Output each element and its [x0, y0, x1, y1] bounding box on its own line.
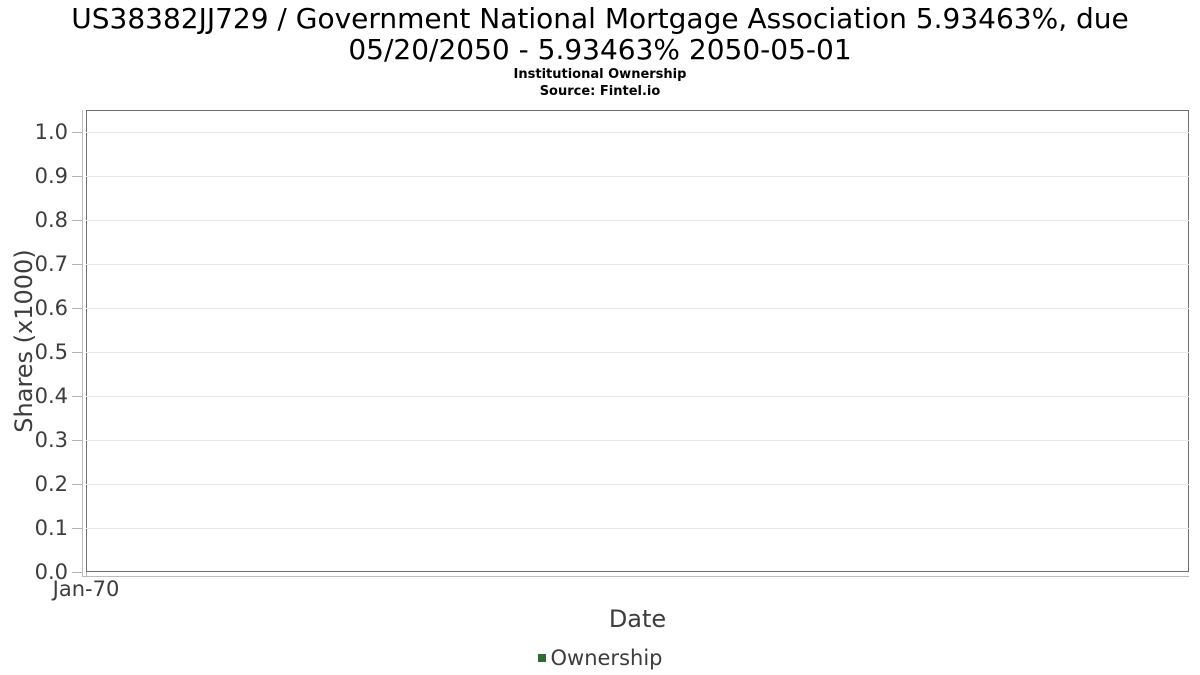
chart-title-line1: US38382JJ729 / Government National Mortg…	[71, 2, 1129, 35]
gridline	[86, 440, 1189, 441]
gridline	[86, 308, 1189, 309]
y-tick-mark	[72, 220, 82, 221]
y-tick-label: 0.0	[34, 560, 68, 584]
chart-title-line2: 05/20/2050 - 5.93463% 2050-05-01	[348, 33, 852, 66]
y-tick-label: 1.0	[34, 120, 68, 144]
x-tick-label: Jan-70	[52, 577, 120, 601]
legend[interactable]: Ownership	[0, 646, 1200, 670]
y-tick-label: 0.3	[34, 428, 68, 452]
y-axis-line	[82, 110, 83, 577]
gridline	[86, 352, 1189, 353]
legend-swatch-ownership	[537, 654, 546, 662]
chart-source: Source: Fintel.io	[539, 84, 661, 99]
gridline	[86, 484, 1189, 485]
y-tick-mark	[72, 440, 82, 441]
y-tick-label: 0.8	[34, 208, 68, 232]
y-tick-mark	[72, 352, 82, 353]
y-tick-mark	[72, 308, 82, 309]
y-tick-mark	[72, 528, 82, 529]
gridline	[86, 220, 1189, 221]
y-tick-label: 0.7	[34, 252, 68, 276]
y-tick-label: 0.2	[34, 472, 68, 496]
y-tick-mark	[72, 132, 82, 133]
plot-border	[86, 110, 1189, 572]
x-tick-mark	[86, 572, 87, 577]
y-tick-label: 0.6	[34, 296, 68, 320]
gridline	[86, 528, 1189, 529]
y-tick-mark	[72, 572, 82, 573]
chart-subtitle: Institutional Ownership	[513, 67, 687, 82]
x-axis-line	[82, 576, 1189, 577]
y-tick-label: 0.4	[34, 384, 68, 408]
gridline	[86, 396, 1189, 397]
gridline	[86, 176, 1189, 177]
legend-label-ownership: Ownership	[550, 646, 663, 670]
plot-area	[86, 110, 1189, 572]
y-tick-mark	[72, 176, 82, 177]
chart-title: US38382JJ729 / Government National Mortg…	[0, 3, 1200, 65]
y-tick-label: 0.9	[34, 164, 68, 188]
y-tick-label: 0.5	[34, 340, 68, 364]
gridline	[86, 264, 1189, 265]
gridline	[86, 132, 1189, 133]
y-tick-label: 0.1	[34, 516, 68, 540]
y-tick-mark	[72, 484, 82, 485]
y-tick-mark	[72, 264, 82, 265]
x-axis-title: Date	[608, 605, 667, 633]
y-tick-mark	[72, 396, 82, 397]
